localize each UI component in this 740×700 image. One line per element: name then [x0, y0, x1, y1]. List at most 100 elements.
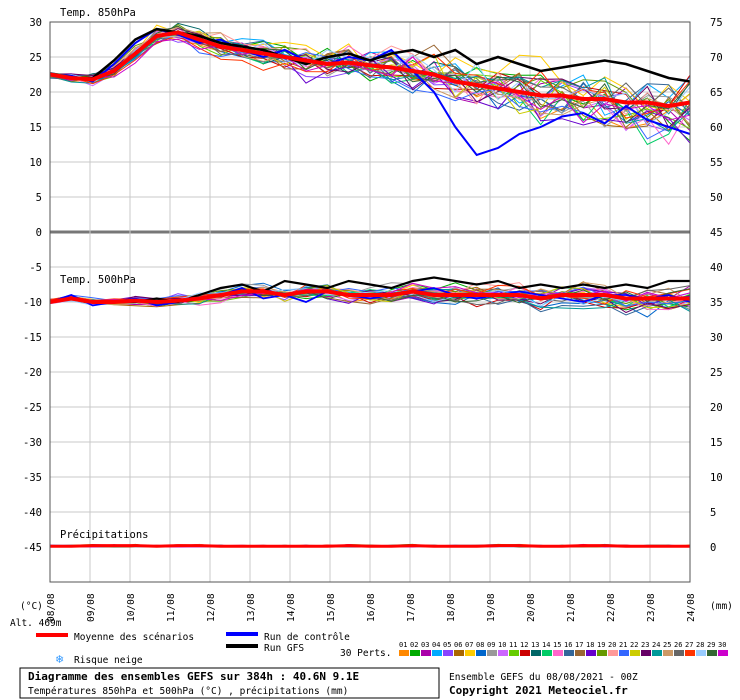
member-number: 14	[542, 641, 550, 649]
member-swatch	[432, 650, 442, 656]
member-number: 02	[410, 641, 418, 649]
member-number: 11	[509, 641, 517, 649]
left-tick-label: 20	[29, 87, 42, 99]
left-tick-label: 15	[29, 122, 42, 134]
right-tick-label: 65	[710, 87, 723, 99]
member-number: 09	[487, 641, 495, 649]
left-tick-label: -20	[23, 367, 42, 379]
member-number: 24	[652, 641, 660, 649]
right-tick-label: 40	[710, 262, 723, 274]
member-swatch	[663, 650, 673, 656]
left-tick-label: 5	[36, 192, 42, 204]
member-swatch	[542, 650, 552, 656]
x-tick-label: 16/08	[366, 593, 377, 622]
right-tick-label: 10	[710, 472, 723, 484]
member-swatch	[575, 650, 585, 656]
member-swatch	[630, 650, 640, 656]
x-tick-label: 22/08	[606, 593, 617, 622]
member-swatch	[597, 650, 607, 656]
member-swatch	[465, 650, 475, 656]
member-swatch	[509, 650, 519, 656]
x-tick-label: 14/08	[286, 593, 297, 622]
legend: Moyenne des scénarios Run de contrôle Ru…	[36, 632, 728, 666]
member-swatch	[674, 650, 684, 656]
left-tick-label: -15	[23, 332, 42, 344]
x-tick-label: 23/08	[646, 593, 657, 622]
member-number: 10	[498, 641, 506, 649]
left-tick-label: -45	[23, 542, 42, 554]
member-swatch	[586, 650, 596, 656]
member-number: 23	[641, 641, 649, 649]
x-tick-label: 15/08	[326, 593, 337, 622]
member-swatch	[641, 650, 651, 656]
member-swatch	[718, 650, 728, 656]
x-tick-label: 24/08	[686, 593, 697, 622]
mean-line-500	[49, 289, 690, 305]
left-tick-label: -40	[23, 507, 42, 519]
x-tick-label: 09/08	[86, 593, 97, 622]
member-number: 15	[553, 641, 561, 649]
gfs-line-500	[49, 276, 690, 304]
legend-control-label: Run de contrôle	[264, 632, 350, 643]
x-tick-label: 20/08	[526, 593, 537, 622]
right-tick-label: 20	[710, 402, 723, 414]
altitude-label: Alt. 469m	[10, 618, 62, 629]
legend-members-label: 30 Perts.	[340, 648, 391, 659]
left-tick-label: -30	[23, 437, 42, 449]
member-number: 18	[586, 641, 594, 649]
left-tick-label: 0	[36, 227, 42, 239]
x-tick-label: 19/08	[486, 593, 497, 622]
member-legend: 01 02 03 04 05 06 07 08 09 10 11 12 13 14 15 16 17 18 19 20…	[399, 641, 728, 656]
member-swatch	[498, 650, 508, 656]
plot-border	[49, 21, 691, 583]
copyright: Copyright 2021 Meteociel.fr	[449, 684, 628, 697]
member-swatch	[652, 650, 662, 656]
right-tick-label: 0	[710, 542, 716, 554]
left-tick-label: -5	[29, 262, 42, 274]
member-swatch	[564, 650, 574, 656]
member-number: 25	[663, 641, 671, 649]
right-tick-label: 35	[710, 297, 723, 309]
footer-subtitle: Températures 850hPa et 500hPa (°C) , pré…	[28, 686, 348, 697]
member-swatch	[487, 650, 497, 656]
member-number: 29	[707, 641, 715, 649]
member-number: 07	[465, 641, 473, 649]
panel-label-850: Temp. 850hPa	[60, 7, 136, 19]
mean-line-850	[49, 30, 691, 109]
right-tick-label: 45	[710, 227, 723, 239]
member-number: 21	[619, 641, 627, 649]
footer-title: Diagramme des ensembles GEFS sur 384h : …	[28, 670, 359, 683]
left-tick-label: 30	[29, 17, 42, 29]
member-swatch	[410, 650, 420, 656]
member-number: 04	[432, 641, 440, 649]
member-swatch	[520, 650, 530, 656]
member-swatch	[454, 650, 464, 656]
member-number: 01	[399, 641, 407, 649]
member-swatch	[421, 650, 431, 656]
member-number: 27	[685, 641, 693, 649]
tick-labels: 302520151050-5-10-15-20-25-30-35-40-4575…	[23, 17, 723, 622]
member-number: 06	[454, 641, 462, 649]
panel-label-500: Temp. 500hPa	[60, 274, 136, 286]
control-line-500	[49, 287, 691, 307]
member-number: 03	[421, 641, 429, 649]
left-tick-label: 10	[29, 157, 42, 169]
right-tick-label: 55	[710, 157, 723, 169]
left-tick-label: 25	[29, 52, 42, 64]
legend-gfs-label: Run GFS	[264, 643, 304, 654]
right-tick-label: 30	[710, 332, 723, 344]
series-layer	[49, 22, 691, 548]
legend-snow-label: Risque neige	[74, 655, 143, 666]
mean-line-precip	[50, 544, 690, 548]
member-number: 22	[630, 641, 638, 649]
panel-label-precip: Précipitations	[60, 529, 149, 541]
member-swatch	[608, 650, 618, 656]
member-number: 13	[531, 641, 539, 649]
right-unit-label: (mm)	[710, 601, 733, 612]
member-swatch	[685, 650, 695, 656]
member-number: 05	[443, 641, 451, 649]
member-swatch	[696, 650, 706, 656]
member-line-850	[49, 38, 691, 124]
member-number: 16	[564, 641, 572, 649]
